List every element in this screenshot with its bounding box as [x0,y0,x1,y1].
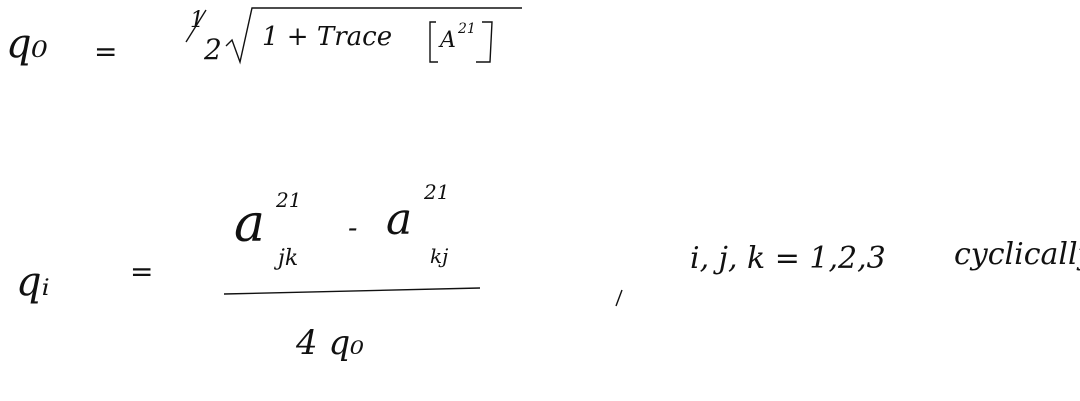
numerator-term2-subscript: kj [430,244,449,268]
qi-lhs: qᵢ [16,259,50,305]
numerator-term1-superscript: 21 [276,188,302,212]
matrix-A-superscript: 21 [458,21,476,37]
denominator: 4 q₀ [296,323,364,363]
cyclically-label: cyclically [954,237,1080,272]
matrix-A-symbol: A [440,28,456,53]
half-denominator: 2 [204,33,222,66]
q0-lhs: q₀ [6,21,48,67]
eq1-equals-sign: = [94,35,118,68]
radicand-text: 1 + Trace [262,22,393,52]
numerator-term1-subscript: jk [278,246,299,271]
half-numerator: 1 [190,8,204,33]
numerator-term1-base: a [234,194,266,254]
half-fraction-slash [185,9,207,43]
index-condition: i, j, k = 1,2,3 [690,241,886,276]
separator-comma-stroke [615,289,623,307]
numerator-term2-superscript: 21 [424,180,450,204]
numerator-term2-base: a [386,194,413,245]
left-bracket [429,21,438,63]
sqrt-sign [225,7,522,65]
fraction-bar [223,287,481,295]
numerator-minus: - [348,211,358,244]
right-bracket [476,21,493,63]
eq2-equals-sign: = [130,255,154,288]
